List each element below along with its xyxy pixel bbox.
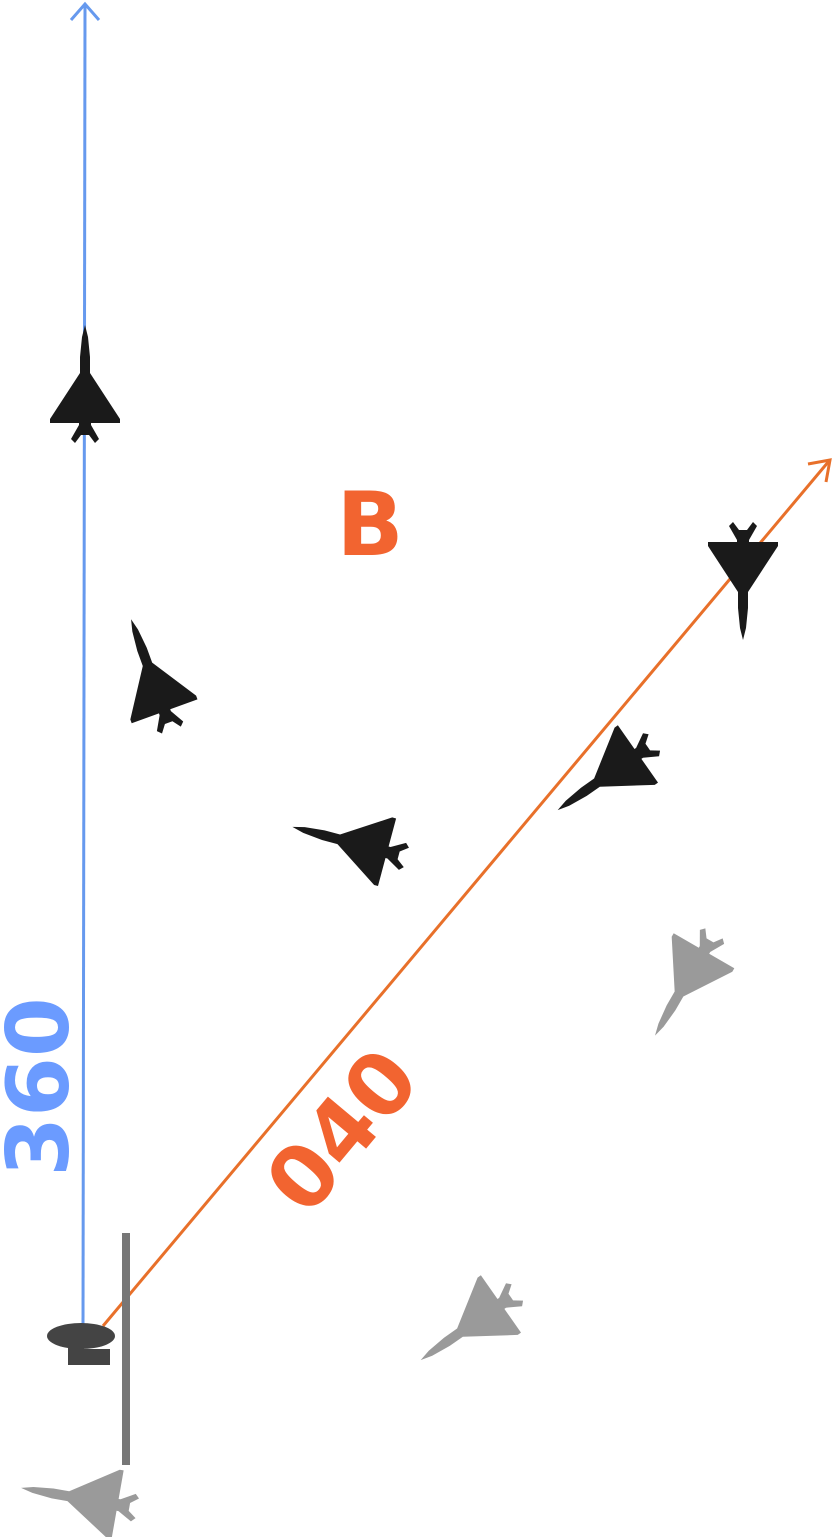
aircraft-north-icon bbox=[50, 325, 120, 443]
north-heading-line bbox=[69, 1, 101, 1331]
arrowhead-icon bbox=[69, 1, 101, 21]
north-heading-label: 360 bbox=[0, 997, 89, 1177]
course-heading-line bbox=[101, 458, 832, 1327]
aircraft-west-icon bbox=[283, 793, 416, 892]
aircraft-northwest-icon bbox=[98, 607, 205, 743]
arrowhead-icon bbox=[807, 458, 832, 483]
course-heading-label: 040 bbox=[247, 1030, 439, 1232]
aircraft-south-icon bbox=[708, 522, 778, 640]
aircraft-grey-icon bbox=[14, 1453, 144, 1537]
aircraft-grey-icon bbox=[400, 1263, 538, 1389]
aircraft-southwest-icon bbox=[537, 713, 675, 839]
barrier-post bbox=[122, 1233, 130, 1465]
zone-label: B bbox=[336, 473, 403, 576]
radar-station-icon bbox=[47, 1323, 115, 1365]
aircraft-grey-icon bbox=[624, 915, 745, 1054]
